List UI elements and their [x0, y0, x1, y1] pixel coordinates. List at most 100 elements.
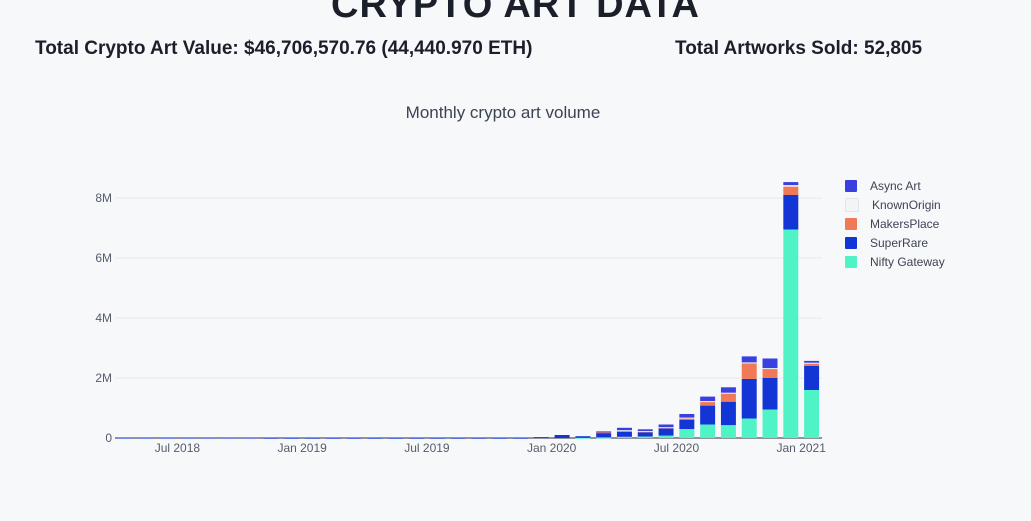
bar-segment[interactable]: Nifty Gateway 2020-02: 10000 — [575, 437, 591, 439]
bar-segment[interactable]: Async Art 2020-07: 120000 — [679, 414, 695, 418]
bar-segment[interactable]: Nifty Gateway 2020-10: 650000 — [741, 418, 757, 439]
bar-segment[interactable]: SuperRare 2020-07: 310000 — [679, 419, 695, 429]
bar-segment[interactable]: Nifty Gateway 2020-07: 300000 — [679, 429, 695, 438]
bar-segment[interactable]: SuperRare 2020-05: 150000 — [637, 432, 653, 437]
bar-segment[interactable]: MakersPlace 2020-12: 280000 — [783, 186, 799, 195]
bar-segment[interactable]: KnownOrigin 2020-11: 30000 — [762, 368, 778, 370]
bar-segment[interactable]: SuperRare 2020-08: 630000 — [700, 405, 716, 425]
x-tick-label: Jul 2019 — [404, 441, 450, 455]
bar-segment[interactable]: SuperRare 2018-06: 15000 — [159, 437, 175, 439]
bar-segment[interactable]: Async Art 2020-06: 90000 — [658, 424, 674, 428]
chart-title: Monthly crypto art volume — [405, 103, 601, 122]
bar-segment[interactable]: Async Art 2021-01: 60000 — [804, 360, 820, 363]
bar-segment[interactable]: MakersPlace 2020-11: 300000 — [762, 369, 778, 378]
bar-segment[interactable]: Nifty Gateway 2020-08: 450000 — [700, 424, 716, 439]
bar-segment[interactable]: KnownOrigin 2020-07: 10000 — [679, 417, 695, 419]
legend-item[interactable]: KnownOrigin — [845, 195, 945, 214]
bar-segment[interactable]: SuperRare 2019-12: 30000 — [533, 437, 549, 439]
bar-segment[interactable]: Nifty Gateway 2020-12: 6950000 — [783, 229, 799, 439]
y-tick-label: 4M — [95, 311, 112, 325]
bar-segment[interactable]: SuperRare 2018-07: 15000 — [180, 437, 196, 439]
bar-segment[interactable]: SuperRare 2019-01: 10000 — [305, 437, 321, 439]
bar-segment[interactable]: Nifty Gateway 2020-05: 50000 — [637, 436, 653, 439]
bar-segment[interactable]: SuperRare 2020-06: 240000 — [658, 428, 674, 436]
bar-segment[interactable]: Async Art 2020-08: 150000 — [700, 396, 716, 402]
bar-segment[interactable]: Nifty Gateway 2020-11: 950000 — [762, 409, 778, 439]
legend-item[interactable]: MakersPlace — [845, 214, 945, 233]
bar-segment[interactable]: Nifty Gateway 2020-03: 20000 — [596, 437, 612, 439]
bar-segment[interactable]: Nifty Gateway 2020-09: 430000 — [720, 425, 736, 438]
bar-segment[interactable]: SuperRare 2020-10: 1320000 — [741, 378, 757, 419]
bar-segment[interactable]: KnownOrigin 2020-12: 50000 — [783, 185, 799, 187]
bar-segment[interactable]: Async Art 2020-05: 60000 — [637, 429, 653, 432]
bar-segment[interactable]: KnownOrigin 2021-01: 30000 — [804, 362, 820, 364]
x-tick-label: Jan 2020 — [527, 441, 577, 455]
bars: Nifty Gateway 2020-02: 10000 Nifty Gatewa… — [117, 182, 820, 439]
x-tick-label: Jul 2018 — [155, 441, 201, 455]
y-tick-label: 2M — [95, 371, 112, 385]
bar-segment[interactable]: SuperRare 2019-09: 10000 — [471, 437, 487, 439]
bar-segment[interactable]: SuperRare 2020-01: 100000 — [554, 435, 570, 438]
bar-segment[interactable]: KnownOrigin 2020-05: 10000 — [637, 431, 653, 433]
y-tick-label: 8M — [95, 191, 112, 205]
x-tick-label: Jan 2019 — [277, 441, 327, 455]
bar-segment[interactable]: SuperRare 2018-05: 15000 — [138, 437, 154, 439]
bar-segment[interactable]: Nifty Gateway 2020-04: 40000 — [616, 436, 632, 438]
bar-segment[interactable]: MakersPlace 2020-08: 130000 — [700, 401, 716, 406]
bar-segment[interactable]: SuperRare 2020-12: 1150000 — [783, 195, 799, 230]
bar-segment[interactable]: Async Art 2020-03: 30000 — [596, 431, 612, 433]
bar-segment[interactable]: Nifty Gateway 2021-01: 1600000 — [804, 390, 820, 438]
bar-segment[interactable]: Async Art 2020-11: 320000 — [762, 358, 778, 369]
bar-segment[interactable]: KnownOrigin 2020-09: 20000 — [720, 392, 736, 394]
bar-segment[interactable]: SuperRare 2018-11: 10000 — [263, 437, 279, 439]
chart-legend: Async Art KnownOrigin MakersPlace SuperRare… — [845, 176, 945, 271]
grid-lines — [115, 197, 822, 439]
legend-label: KnownOrigin — [872, 197, 941, 212]
bar-segment[interactable]: KnownOrigin 2020-06: 10000 — [658, 427, 674, 429]
bar-segment[interactable]: SuperRare 2020-11: 1050000 — [762, 378, 778, 410]
bar-segment[interactable]: SuperRare 2019-04: 10000 — [367, 437, 383, 439]
bar-segment[interactable]: SuperRare 2020-09: 780000 — [720, 401, 736, 426]
legend-label: SuperRare — [870, 235, 929, 250]
y-tick-label: 6M — [95, 251, 112, 265]
bar-segment[interactable]: SuperRare 2019-11: 10000 — [512, 437, 528, 439]
bar-segment[interactable]: SuperRare 2021-01: 800000 — [804, 366, 820, 390]
bar-segment[interactable]: MakersPlace 2020-07: 60000 — [679, 417, 695, 420]
total-value-stat: Total Crypto Art Value: $46,706,570.76 (… — [35, 38, 533, 59]
bar-segment[interactable]: Async Art 2020-04: 80000 — [616, 427, 632, 431]
bar-segment[interactable]: SuperRare 2018-10: 15000 — [242, 437, 258, 439]
bar-segment[interactable]: SuperRare 2018-09: 15000 — [221, 437, 237, 439]
bar-segment[interactable]: MakersPlace 2021-01: 80000 — [804, 363, 820, 366]
bar-segment[interactable]: SuperRare 2019-02: 10000 — [325, 437, 341, 439]
bar-segment[interactable]: MakersPlace 2020-03: 10000 — [596, 432, 612, 434]
bar-segment[interactable]: SuperRare 2019-06: 10000 — [409, 437, 425, 439]
bar-segment[interactable]: KnownOrigin 2020-04: 10000 — [616, 430, 632, 432]
legend-item[interactable]: SuperRare — [845, 233, 945, 252]
bar-segment[interactable]: Async Art 2020-12: 100000 — [783, 182, 799, 186]
bar-segment[interactable]: MakersPlace 2020-09: 280000 — [720, 393, 736, 402]
legend-swatch — [845, 236, 857, 249]
legend-swatch — [845, 255, 857, 268]
bar-segment[interactable]: SuperRare 2019-10: 10000 — [492, 437, 508, 439]
bar-segment[interactable]: KnownOrigin 2020-08: 20000 — [700, 401, 716, 403]
bar-segment[interactable]: SuperRare 2019-07: 10000 — [429, 437, 445, 439]
bar-segment[interactable]: SuperRare 2019-03: 10000 — [346, 437, 362, 439]
legend-item[interactable]: Nifty Gateway — [845, 252, 945, 271]
legend-swatch — [845, 179, 857, 192]
bar-segment[interactable]: Async Art 2020-09: 180000 — [720, 387, 736, 393]
bar-segment[interactable]: KnownOrigin 2020-10: 30000 — [741, 362, 757, 364]
bar-segment[interactable]: SuperRare 2018-04: 15000 — [117, 437, 133, 439]
y-tick-label: 0 — [105, 431, 112, 445]
bar-segment[interactable]: SuperRare 2020-04: 170000 — [616, 431, 632, 437]
bar-segment[interactable]: SuperRare 2020-02: 50000 — [575, 436, 591, 438]
bar-segment[interactable]: SuperRare 2019-05: 10000 — [388, 437, 404, 439]
bar-segment[interactable]: SuperRare 2018-08: 15000 — [201, 437, 217, 439]
bar-segment[interactable]: SuperRare 2018-12: 10000 — [284, 437, 300, 439]
bar-segment[interactable]: SuperRare 2020-03: 160000 — [596, 432, 612, 438]
bar-segment[interactable]: MakersPlace 2020-10: 520000 — [741, 363, 757, 379]
bar-segment[interactable]: Async Art 2020-10: 200000 — [741, 356, 757, 363]
bar-segment[interactable]: Nifty Gateway 2020-06: 80000 — [658, 435, 674, 438]
legend-item[interactable]: Async Art — [845, 176, 945, 195]
bar-segment[interactable]: SuperRare 2019-08: 10000 — [450, 437, 466, 439]
